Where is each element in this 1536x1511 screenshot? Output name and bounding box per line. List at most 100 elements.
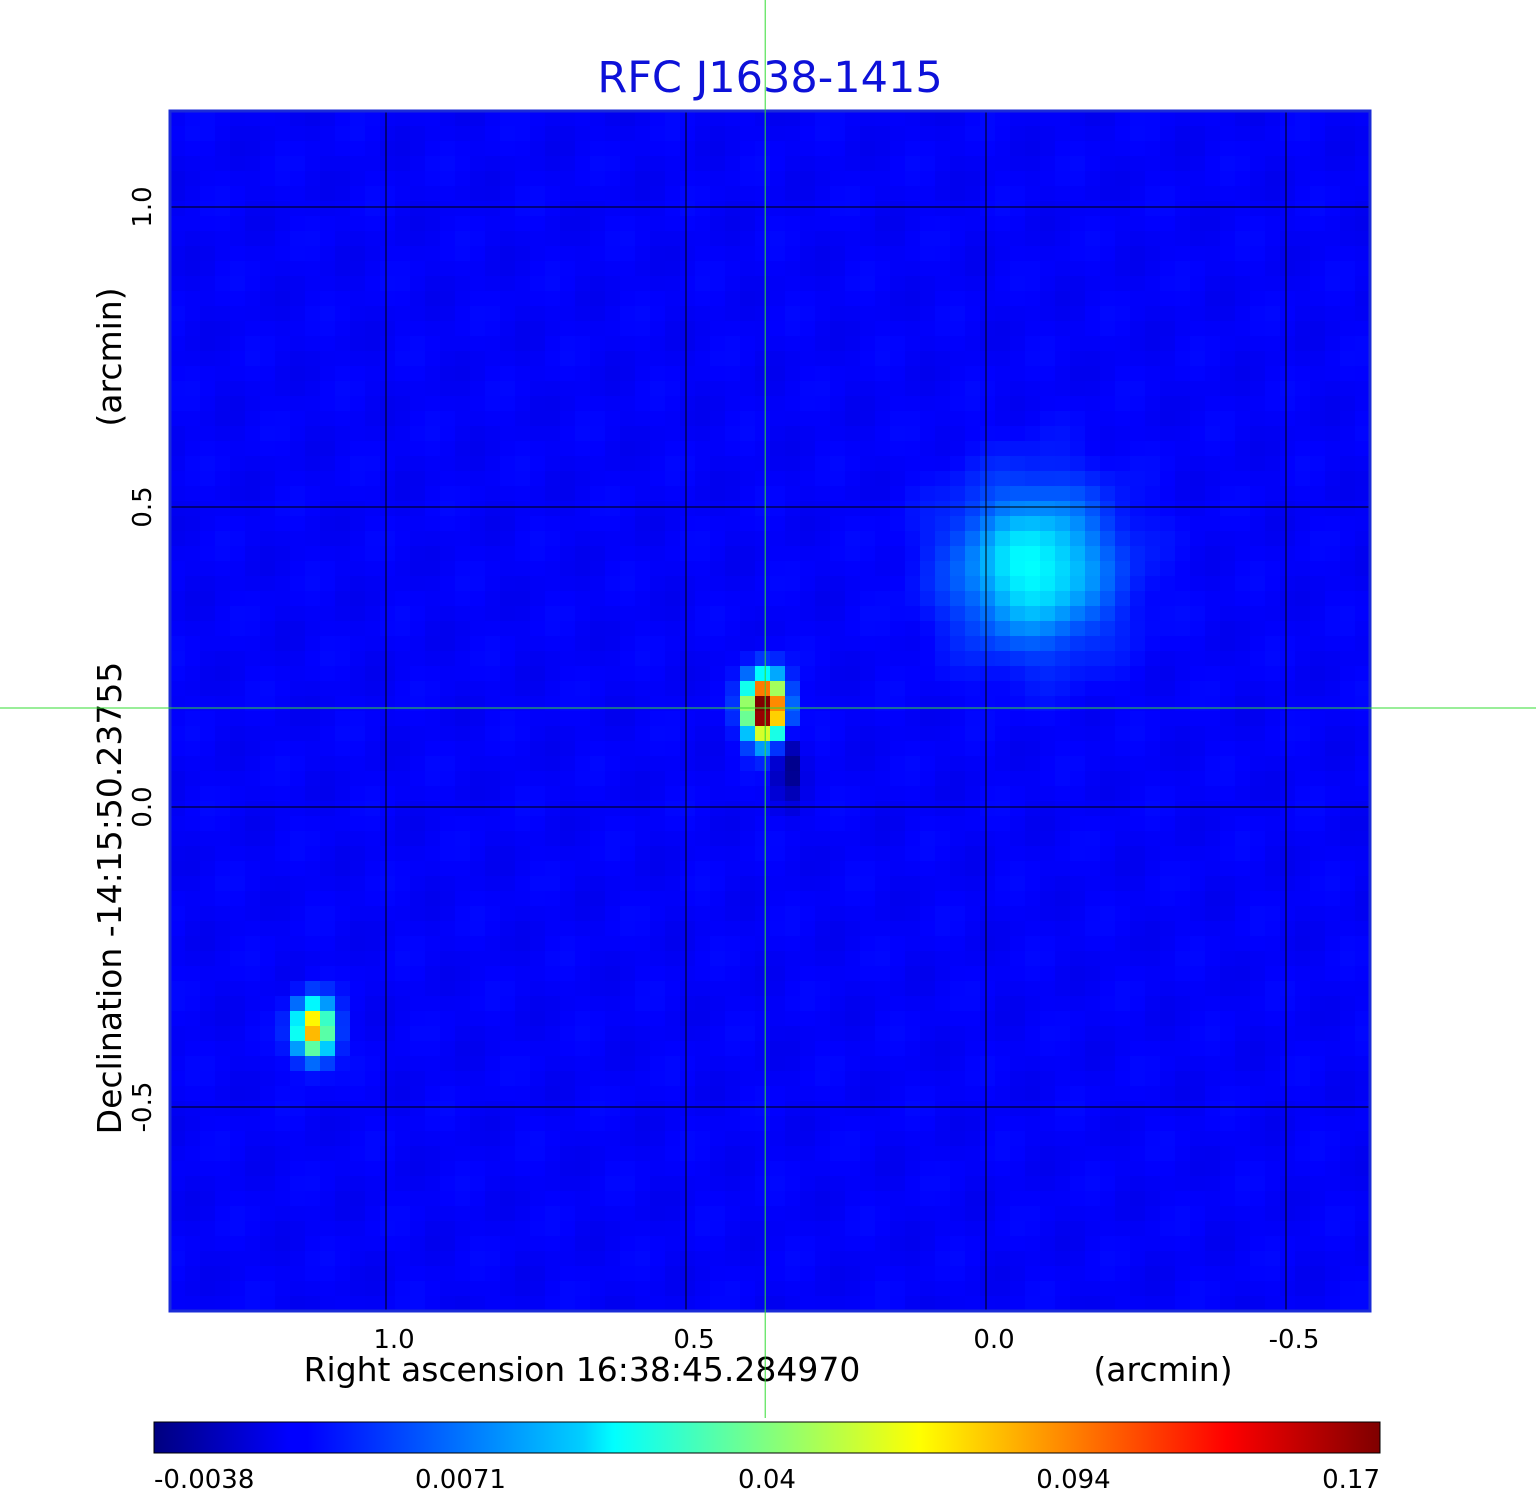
image-pixel [1100, 696, 1116, 712]
image-pixel [1265, 561, 1281, 577]
image-pixel [260, 276, 276, 292]
image-pixel [1340, 906, 1356, 922]
image-pixel [800, 981, 816, 997]
image-pixel [620, 801, 636, 817]
image-pixel [320, 711, 336, 727]
image-pixel [530, 351, 546, 367]
image-pixel [785, 846, 801, 862]
image-pixel [1355, 951, 1370, 967]
image-pixel [1265, 501, 1281, 517]
image-pixel [500, 561, 516, 577]
image-pixel [245, 561, 261, 577]
image-pixel [1100, 336, 1116, 352]
image-pixel [1070, 186, 1086, 202]
image-pixel [1280, 276, 1296, 292]
image-pixel [635, 411, 651, 427]
image-pixel [440, 936, 456, 952]
image-pixel [1205, 651, 1221, 667]
image-pixel [455, 441, 471, 457]
image-pixel [890, 141, 906, 157]
image-pixel [800, 201, 816, 217]
image-pixel [1250, 186, 1266, 202]
image-pixel [425, 801, 441, 817]
image-pixel [335, 141, 351, 157]
image-pixel [1205, 666, 1221, 682]
image-pixel [335, 636, 351, 652]
image-pixel [485, 261, 501, 277]
image-pixel [440, 816, 456, 832]
image-pixel [1355, 846, 1370, 862]
image-pixel [770, 321, 786, 337]
image-pixel [755, 831, 771, 847]
image-pixel [170, 516, 186, 532]
image-pixel [470, 201, 486, 217]
image-pixel [755, 561, 771, 577]
image-pixel [380, 591, 396, 607]
image-pixel [845, 876, 861, 892]
image-pixel [1340, 726, 1356, 742]
image-pixel [1040, 501, 1056, 517]
image-pixel [1190, 591, 1206, 607]
image-pixel [170, 816, 186, 832]
image-pixel [440, 771, 456, 787]
image-pixel [440, 891, 456, 907]
image-pixel [785, 891, 801, 907]
image-pixel [1235, 216, 1251, 232]
image-pixel [560, 576, 576, 592]
image-pixel [350, 651, 366, 667]
image-pixel [455, 756, 471, 772]
image-pixel [620, 366, 636, 382]
image-pixel [1265, 801, 1281, 817]
image-pixel [320, 231, 336, 247]
image-pixel [1025, 636, 1041, 652]
image-pixel [1040, 846, 1056, 862]
image-pixel [1205, 576, 1221, 592]
image-pixel [1280, 831, 1296, 847]
image-pixel [800, 1026, 816, 1042]
image-pixel [1070, 126, 1086, 142]
image-pixel [1220, 111, 1236, 127]
image-pixel [515, 171, 531, 187]
image-pixel [1280, 981, 1296, 997]
image-pixel [1220, 516, 1236, 532]
image-pixel [320, 456, 336, 472]
image-pixel [995, 246, 1011, 262]
image-pixel [530, 561, 546, 577]
image-pixel [500, 591, 516, 607]
image-pixel [1205, 126, 1221, 142]
image-pixel [590, 981, 606, 997]
image-pixel [605, 1011, 621, 1027]
image-pixel [170, 546, 186, 562]
image-pixel [980, 276, 996, 292]
image-pixel [425, 846, 441, 862]
image-pixel [1280, 471, 1296, 487]
image-pixel [170, 441, 186, 457]
image-pixel [1160, 1026, 1176, 1042]
image-pixel [260, 606, 276, 622]
image-pixel [500, 681, 516, 697]
image-pixel [350, 246, 366, 262]
image-pixel [920, 471, 936, 487]
image-pixel [1220, 381, 1236, 397]
image-pixel [680, 696, 696, 712]
image-pixel [1085, 576, 1101, 592]
image-pixel [665, 306, 681, 322]
image-pixel [890, 351, 906, 367]
image-pixel [815, 306, 831, 322]
image-pixel [530, 576, 546, 592]
image-pixel [1025, 126, 1041, 142]
image-pixel [530, 441, 546, 457]
image-pixel [1025, 981, 1041, 997]
image-pixel [740, 666, 756, 682]
image-pixel [1250, 606, 1266, 622]
image-pixel [200, 291, 216, 307]
image-pixel [290, 246, 306, 262]
image-pixel [260, 861, 276, 877]
image-pixel [215, 306, 231, 322]
image-pixel [1085, 996, 1101, 1012]
image-pixel [515, 936, 531, 952]
image-pixel [1295, 891, 1311, 907]
image-pixel [1085, 921, 1101, 937]
image-pixel [875, 426, 891, 442]
image-pixel [605, 951, 621, 967]
